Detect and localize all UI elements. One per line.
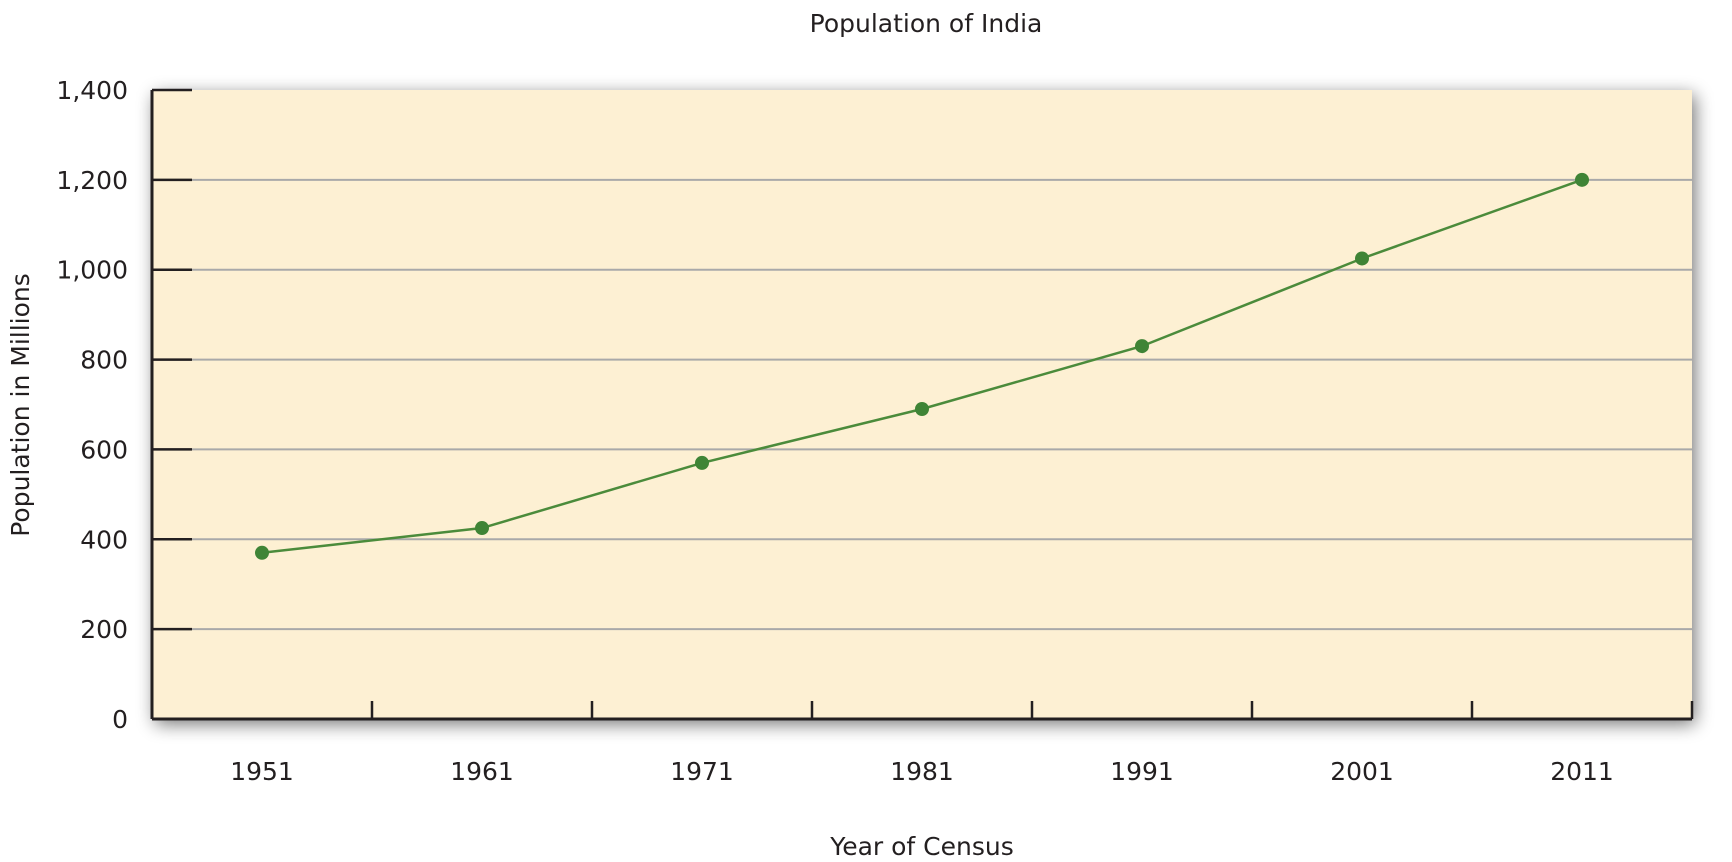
y-axis-label: Population in Millions [6, 273, 35, 537]
y-tick-label: 800 [80, 346, 128, 375]
data-point [1355, 251, 1369, 266]
data-point [255, 545, 269, 560]
y-tick-label: 200 [80, 615, 128, 644]
y-tick-label: 600 [80, 435, 128, 464]
data-point [695, 455, 709, 470]
x-tick-label: 1991 [1110, 757, 1174, 786]
data-point [1135, 339, 1149, 354]
x-tick-label: 1961 [450, 757, 514, 786]
x-tick-label: 1971 [670, 757, 734, 786]
y-tick-label: 1,000 [56, 256, 128, 285]
y-tick-label: 0 [112, 705, 128, 734]
data-point [475, 521, 489, 536]
x-axis-label: Year of Census [829, 832, 1014, 861]
y-tick-label: 1,200 [56, 166, 128, 195]
x-tick-label: 1981 [890, 757, 954, 786]
chart-title: Population of India [810, 9, 1043, 38]
x-tick-label: 2001 [1330, 757, 1394, 786]
x-tick-label: 1951 [230, 757, 294, 786]
y-tick-label: 1,400 [56, 76, 128, 105]
data-point [1575, 172, 1589, 187]
data-point [915, 401, 929, 416]
x-tick-label: 2011 [1550, 757, 1614, 786]
y-tick-label: 400 [80, 525, 128, 554]
